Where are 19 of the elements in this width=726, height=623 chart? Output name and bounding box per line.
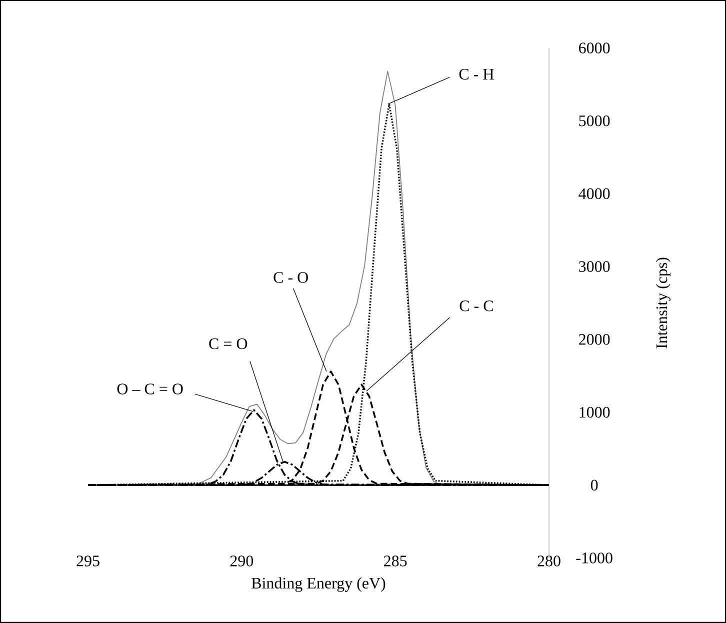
- x-axis-title: Binding Energy (eV): [252, 577, 386, 592]
- text: O – C = O: [117, 384, 183, 394]
- x-tick-label: 295: [76, 556, 100, 566]
- y-tick-label: -1000: [576, 552, 612, 564]
- x-tick-label: 280: [538, 556, 560, 566]
- text: C - H: [459, 68, 494, 80]
- y-tick-label: 2000: [579, 334, 610, 345]
- y-axis-title: Intensity (cps): [656, 258, 670, 348]
- x-tick-label: 285: [384, 556, 407, 566]
- y-tick-label: 5000: [579, 115, 610, 126]
- text: C - C: [460, 300, 493, 312]
- y-tick-label: 6000: [579, 42, 610, 54]
- y-tick-label: 0: [590, 480, 598, 491]
- x-tick-label: 290: [230, 556, 254, 566]
- y-tick-label: 1000: [580, 406, 610, 418]
- y-tick-label: 3000: [579, 261, 610, 272]
- text: C = O: [209, 338, 248, 350]
- text: C - O: [274, 272, 308, 283]
- y-tick-label: 4000: [578, 188, 610, 200]
